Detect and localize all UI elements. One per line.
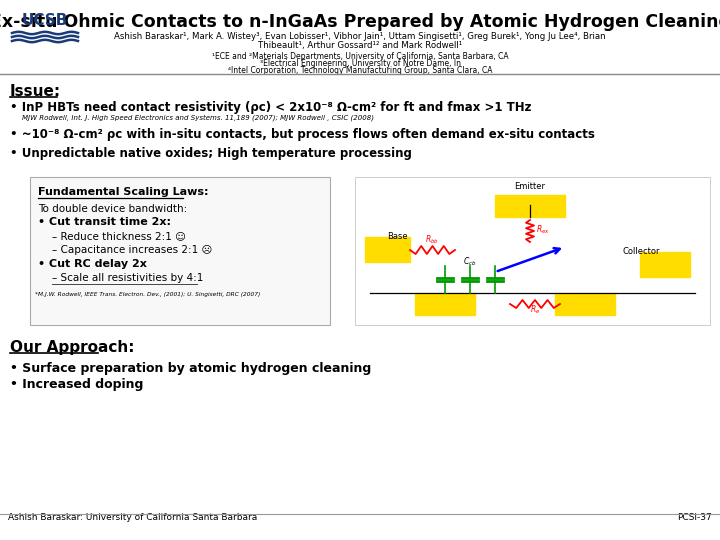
- Text: Our Approach:: Our Approach:: [10, 340, 135, 355]
- Bar: [640, 252, 690, 277]
- Text: ¹ECE and ²Materials Departments, University of California, Santa Barbara, CA: ¹ECE and ²Materials Departments, Univers…: [212, 52, 508, 61]
- Text: ⁴Intel Corporation, Technology Manufacturing Group, Santa Clara, CA: ⁴Intel Corporation, Technology Manufactu…: [228, 66, 492, 75]
- Text: MJW Rodwell, Int. J. High Speed Electronics and Systems. 11,189 (2007); MJW Rodw: MJW Rodwell, Int. J. High Speed Electron…: [22, 114, 374, 120]
- Bar: [355, 177, 710, 325]
- Text: • Surface preparation by atomic hydrogen cleaning: • Surface preparation by atomic hydrogen…: [10, 362, 372, 375]
- Text: Ex-situ Ohmic Contacts to n-InGaAs Prepared by Atomic Hydrogen Cleaning: Ex-situ Ohmic Contacts to n-InGaAs Prepa…: [0, 13, 720, 31]
- Text: $R_{bb}$: $R_{bb}$: [425, 234, 439, 246]
- Bar: [495, 195, 565, 217]
- Text: $R_e$: $R_e$: [530, 303, 540, 315]
- Bar: [30, 177, 330, 325]
- Text: • Unpredictable native oxides; High temperature processing: • Unpredictable native oxides; High temp…: [10, 147, 412, 160]
- Text: Ashish Baraskar: University of California Santa Barbara: Ashish Baraskar: University of Californi…: [8, 513, 257, 522]
- Text: $R_{ex}$: $R_{ex}$: [536, 224, 550, 237]
- Text: • Cut transit time 2x:: • Cut transit time 2x:: [38, 217, 171, 227]
- Text: – Capacitance increases 2:1 ☹: – Capacitance increases 2:1 ☹: [52, 245, 212, 255]
- Text: Fundamental Scaling Laws:: Fundamental Scaling Laws:: [38, 187, 209, 197]
- Bar: [415, 293, 475, 315]
- Text: • Cut RC delay 2x: • Cut RC delay 2x: [38, 259, 147, 269]
- Text: Collector: Collector: [623, 247, 660, 256]
- Text: • InP HBTs need contact resistivity (ρc) < 2x10⁻⁸ Ω-cm² for ft and fmax >1 THz: • InP HBTs need contact resistivity (ρc)…: [10, 101, 531, 114]
- Text: – Scale all resistivities by 4:1: – Scale all resistivities by 4:1: [52, 273, 203, 283]
- Text: Emitter: Emitter: [515, 182, 546, 191]
- Text: To double device bandwidth:: To double device bandwidth:: [38, 204, 187, 214]
- Bar: [555, 293, 615, 315]
- Text: Base: Base: [387, 232, 408, 241]
- Text: ³Electrical Engineering, University of Notre Dame, In: ³Electrical Engineering, University of N…: [259, 59, 461, 68]
- Text: Issue:: Issue:: [10, 84, 61, 99]
- Text: • Increased doping: • Increased doping: [10, 378, 143, 391]
- Text: – Reduce thickness 2:1 ☺: – Reduce thickness 2:1 ☺: [52, 231, 186, 241]
- Text: PCSI-37: PCSI-37: [678, 513, 712, 522]
- Text: *M.J.W. Rodwell, IEEE Trans. Electron. Dev., (2001); U. Singisetti, DRC (2007): *M.J.W. Rodwell, IEEE Trans. Electron. D…: [35, 292, 260, 297]
- Text: • ~10⁻⁸ Ω-cm² ρc with in-situ contacts, but process flows often demand ex-situ c: • ~10⁻⁸ Ω-cm² ρc with in-situ contacts, …: [10, 128, 595, 141]
- Text: Ashish Baraskar¹, Mark A. Wistey³, Evan Lobisser¹, Vibhor Jain¹, Uttam Singisett: Ashish Baraskar¹, Mark A. Wistey³, Evan …: [114, 32, 606, 41]
- Text: Thibeault¹, Arthur Gossard¹² and Mark Rodwell¹: Thibeault¹, Arthur Gossard¹² and Mark Ro…: [258, 41, 462, 50]
- Text: $C_{cb}$: $C_{cb}$: [463, 256, 477, 268]
- Text: UCSB: UCSB: [22, 13, 68, 28]
- Bar: [365, 237, 410, 262]
